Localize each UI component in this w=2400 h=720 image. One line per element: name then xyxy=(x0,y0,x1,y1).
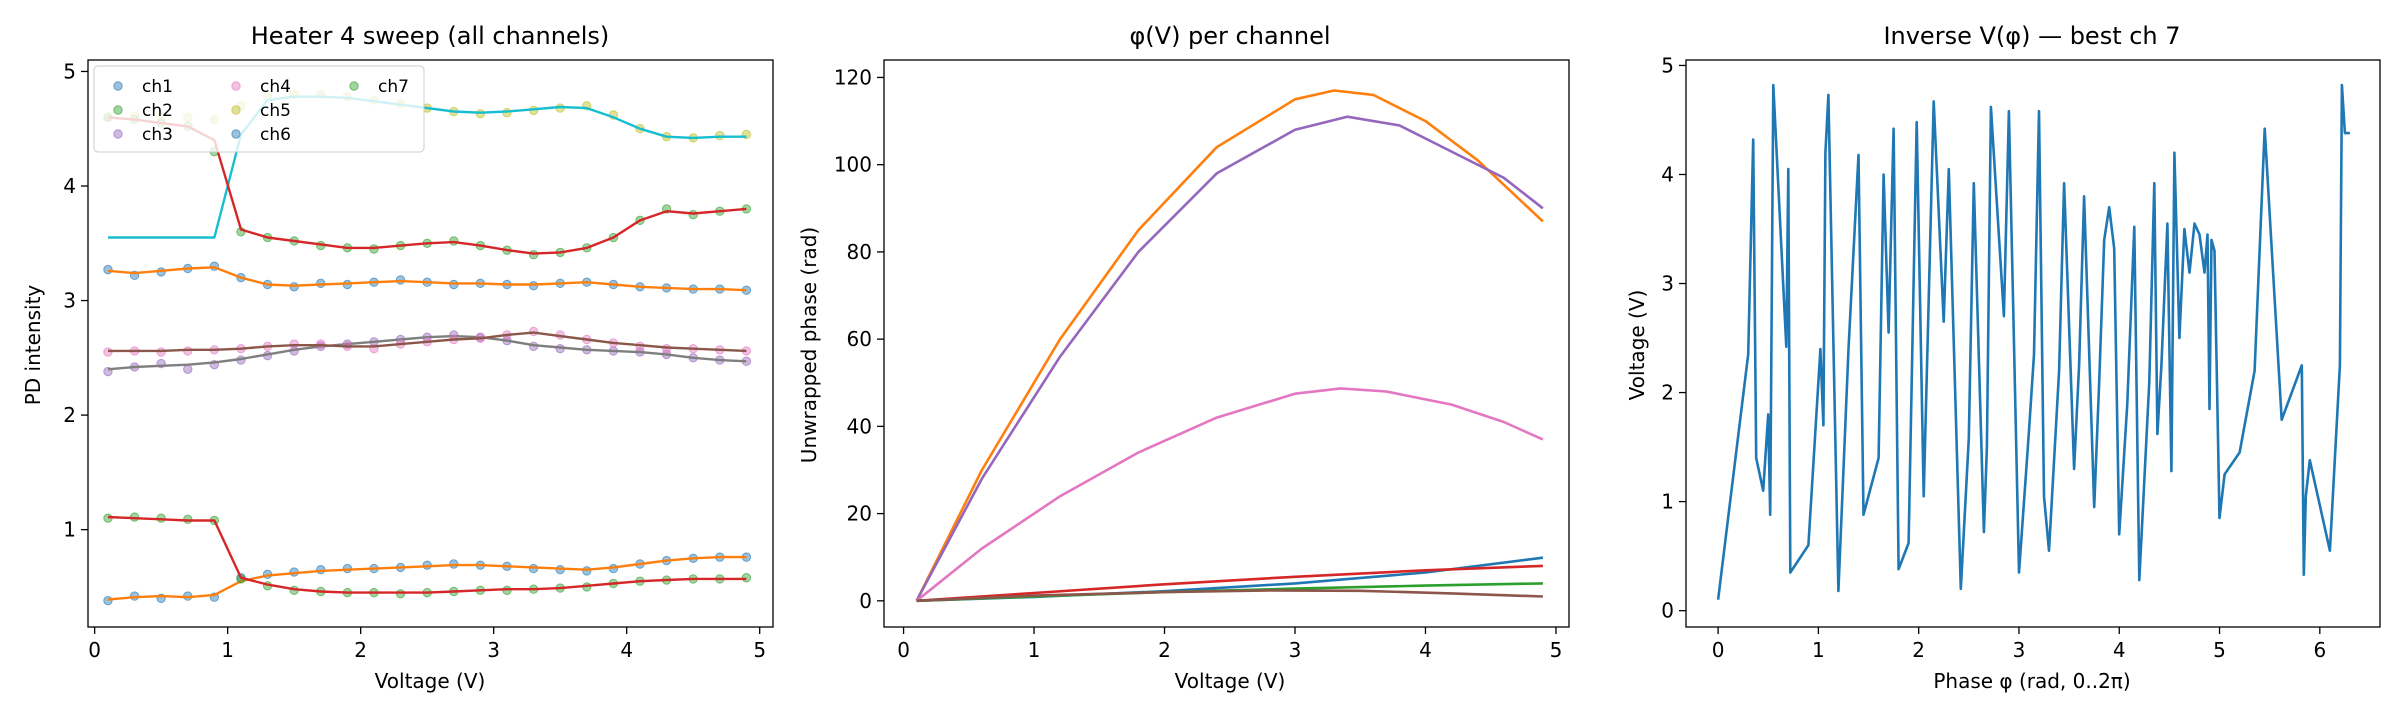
x-tick-label: 1 xyxy=(1028,638,1041,662)
legend: ch1 ch2 ch3 ch4 ch5 ch6 ch7 xyxy=(93,65,425,153)
chart-title: φ(V) per channel xyxy=(1129,22,1330,50)
x-tick-label: 3 xyxy=(1289,638,1302,662)
axes-frame xyxy=(87,59,774,628)
y-tick-label: 4 xyxy=(63,174,76,198)
series-line-series-7 xyxy=(916,589,1543,603)
legend-box xyxy=(93,65,425,153)
data-layer xyxy=(1716,83,2350,600)
x-tick-label: 2 xyxy=(354,638,367,662)
series-line-series-1 xyxy=(1716,83,2350,600)
y-tick-label: 80 xyxy=(847,240,872,264)
legend-marker-ch4 xyxy=(231,81,241,91)
y-tick-label: 0 xyxy=(1661,599,1674,623)
x-tick-label: 4 xyxy=(2113,638,2126,662)
plot-area: 0 1 2 3 4 5 1 2 3 4 5 ch1 ch2 ch3 ch4 ch5 ch6 ch7 xyxy=(63,59,774,662)
y-tick-label: 4 xyxy=(1661,162,1674,186)
y-axis-label: Unwrapped phase (rad) xyxy=(797,227,821,463)
chart-title: Inverse V(φ) — best ch 7 xyxy=(1883,22,2180,50)
axes-frame xyxy=(1685,59,2381,628)
x-tick-label: 6 xyxy=(2313,638,2326,662)
plot-area: 0 1 2 3 4 5 0 20 40 60 80 100 120 xyxy=(834,59,1570,662)
y-axis-label: Voltage (V) xyxy=(1625,290,1649,401)
x-tick-label: 0 xyxy=(88,638,101,662)
legend-marker-ch7 xyxy=(349,81,359,91)
legend-label-ch5: ch5 xyxy=(260,101,291,121)
x-tick-label: 0 xyxy=(897,638,910,662)
x-tick-label: 1 xyxy=(221,638,234,662)
x-tick-label: 2 xyxy=(1912,638,1925,662)
y-tick-label: 2 xyxy=(63,403,76,427)
data-layer xyxy=(103,89,752,606)
y-tick-label: 5 xyxy=(63,59,76,83)
legend-label-ch6: ch6 xyxy=(260,125,291,145)
y-tick-label: 2 xyxy=(1661,381,1674,405)
legend-label-ch1: ch1 xyxy=(142,77,173,97)
x-tick-label: 4 xyxy=(620,638,633,662)
legend-marker-ch3 xyxy=(113,129,123,139)
chart-phase-per-channel: φ(V) per channel Voltage (V) Unwrapped p… xyxy=(797,22,1570,693)
series-line-series-2 xyxy=(915,115,1544,602)
y-tick-label: 1 xyxy=(63,518,76,542)
y-tick-label: 5 xyxy=(1661,53,1674,77)
legend-label-ch3: ch3 xyxy=(142,125,173,145)
series-line-series-3 xyxy=(915,387,1544,602)
fit-line-ch1 xyxy=(107,555,747,601)
axes-frame xyxy=(883,59,1570,628)
plot-area: 0 1 2 3 4 5 6 0 1 2 3 4 5 xyxy=(1661,53,2381,662)
y-tick-label: 60 xyxy=(847,327,872,351)
y-tick-label: 20 xyxy=(847,502,872,526)
y-tick-label: 1 xyxy=(1661,490,1674,514)
x-tick-label: 2 xyxy=(1158,638,1171,662)
y-tick-label: 3 xyxy=(1661,272,1674,296)
data-layer xyxy=(915,89,1544,603)
data-point-ch6 xyxy=(103,264,113,275)
legend-label-ch4: ch4 xyxy=(260,77,291,97)
y-tick-label: 40 xyxy=(847,414,872,438)
legend-marker-ch2 xyxy=(113,105,123,115)
y-axis-label: PD intensity xyxy=(21,285,45,406)
legend-label-ch7: ch7 xyxy=(378,77,409,97)
data-point-ch3 xyxy=(183,364,193,374)
x-tick-label: 5 xyxy=(2213,638,2226,662)
legend-marker-ch6 xyxy=(231,129,241,139)
x-axis-label: Phase φ (rad, 0..2π) xyxy=(1933,669,2130,693)
series-line-series-5 xyxy=(916,564,1543,603)
x-tick-label: 3 xyxy=(487,638,500,662)
y-tick-label: 100 xyxy=(834,153,872,177)
x-tick-label: 4 xyxy=(1419,638,1432,662)
chart-title: Heater 4 sweep (all channels) xyxy=(251,22,610,50)
fit-line-ch5 xyxy=(108,95,747,239)
x-axis-label: Voltage (V) xyxy=(1175,669,1286,693)
data-point-ch1 xyxy=(103,595,113,606)
x-tick-label: 5 xyxy=(753,638,766,662)
chart-inverse-voltage: Inverse V(φ) — best ch 7 Phase φ (rad, 0… xyxy=(1625,22,2381,693)
y-tick-label: 3 xyxy=(63,289,76,313)
y-tick-label: 120 xyxy=(834,65,872,89)
legend-marker-ch1 xyxy=(113,81,123,91)
x-tick-label: 1 xyxy=(1812,638,1825,662)
y-tick-label: 0 xyxy=(859,589,872,613)
legend-marker-ch5 xyxy=(231,105,241,115)
x-tick-label: 3 xyxy=(2013,638,2026,662)
chart-heater-sweep: Heater 4 sweep (all channels) Voltage (V… xyxy=(21,22,774,693)
fit-line-ch2 xyxy=(107,515,747,594)
fit-line-ch4 xyxy=(108,331,747,353)
x-axis-label: Voltage (V) xyxy=(375,669,486,693)
fit-line-ch6 xyxy=(107,266,747,292)
legend-label-ch2: ch2 xyxy=(142,101,173,121)
series-line-series-1 xyxy=(915,89,1544,602)
x-tick-label: 5 xyxy=(1550,638,1563,662)
x-tick-label: 0 xyxy=(1712,638,1725,662)
